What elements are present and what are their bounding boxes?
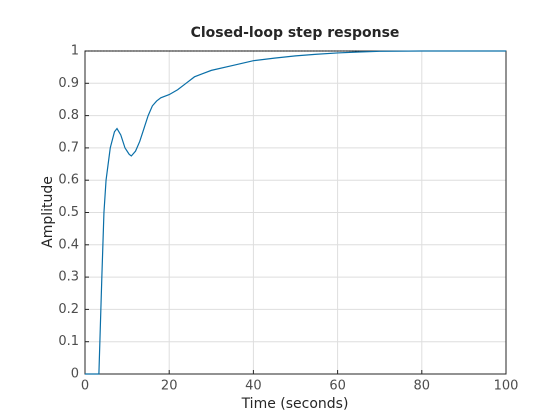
x-axis-label: Time (seconds) xyxy=(241,396,349,412)
x-tick-label: 40 xyxy=(245,379,262,394)
y-tick-label: 0.1 xyxy=(58,334,79,349)
y-tick-label: 0.6 xyxy=(58,173,79,188)
y-tick-label: 1 xyxy=(71,44,79,59)
y-tick-label: 0.4 xyxy=(58,237,79,252)
y-tick-label: 0.5 xyxy=(58,205,79,220)
y-tick-label: 0.3 xyxy=(58,270,79,285)
x-tick-label: 20 xyxy=(161,379,178,394)
y-tick-label: 0 xyxy=(71,367,79,382)
y-tick-label: 0.7 xyxy=(58,140,79,155)
x-tick-label: 100 xyxy=(494,379,519,394)
chart-title: Closed-loop step response xyxy=(191,25,400,41)
x-tick-label: 60 xyxy=(329,379,346,394)
y-tick-label: 0.8 xyxy=(58,108,79,123)
response-line xyxy=(85,50,506,375)
y-axis-label: Amplitude xyxy=(40,176,56,248)
y-tick-label: 0.9 xyxy=(58,76,79,91)
x-tick-label: 0 xyxy=(81,379,89,394)
x-tick-label: 80 xyxy=(414,379,431,394)
y-tick-label: 0.2 xyxy=(58,302,79,317)
